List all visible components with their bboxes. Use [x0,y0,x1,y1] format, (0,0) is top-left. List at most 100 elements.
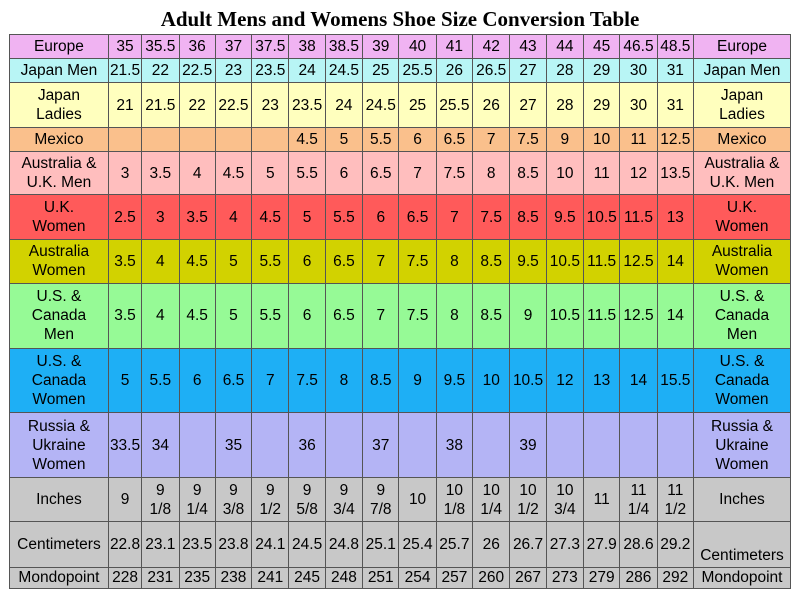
size-cell: 6.5 [362,150,400,196]
size-cell: 34 [141,412,180,478]
size-cell: 24.5 [324,58,364,84]
size-cell: 267 [509,566,547,590]
size-cell: 9.5 [435,347,474,414]
size-cell: 248 [324,566,364,590]
left-row-label: Centimeters [9,521,109,568]
size-cell: 7.5 [288,347,326,414]
size-cell: 6.5 [398,194,437,240]
size-cell: 22 [178,82,216,128]
size-cell: 10 [545,150,585,196]
size-cell: 11 1/4 [619,476,658,523]
size-cell: 6 [288,238,326,285]
table-row: Japan Men 21.5 22 22.5 23 23.5 24 24.5 25 25.5 26 2… [9,58,792,84]
size-cell: 44 [545,33,585,60]
size-cell: 23 [214,58,253,84]
size-cell: 36 [178,33,216,60]
size-cell: 13.5 [656,150,694,196]
size-cell: 8.5 [509,150,547,196]
size-cell: 25 [362,58,400,84]
size-cell: 10.5 [545,283,585,349]
size-cell: 25.7 [435,521,474,568]
table-row: Centimeters 22.8 23.1 23.5 23.8 24.1 24.5 24.8 2… [9,521,792,568]
size-cell: 24.5 [362,82,400,128]
size-cell [583,412,621,478]
size-cell: 3 [107,150,143,196]
size-cell: 292 [656,566,694,590]
size-cell: 21 [107,82,143,128]
size-cell: 238 [214,566,253,590]
table-row: Inches 9 9 1/8 9 1/4 9 3/8 9 1/2 9 5/8 9 3/4 9 7… [9,476,792,523]
size-cell: 6.5 [324,283,364,349]
right-row-label: Australia & U.K. Men [692,150,792,196]
size-cell: 23.1 [141,521,180,568]
size-cell: 8.5 [362,347,400,414]
size-cell: 28 [545,82,585,128]
size-cell: 286 [619,566,658,590]
size-cell: 27 [509,58,547,84]
size-cell: 6.5 [214,347,253,414]
size-cell: 23 [251,82,290,128]
size-cell: 11.5 [619,194,658,240]
table-row: Australia & U.K. Men 3 3.5 4 4.5 5 5.5 6 6.5 7 7.5… [9,150,792,196]
size-cell: 21.5 [141,82,180,128]
size-cell: 22.5 [214,82,253,128]
size-cell: 26 [472,521,511,568]
size-cell: 9 [398,347,437,414]
size-cell: 39 [509,412,547,478]
size-cell: 2.5 [107,194,143,240]
right-row-label: U.S. & Canada Women [692,347,792,414]
size-cell: 7 [435,194,474,240]
size-cell: 5 [214,238,253,285]
size-cell: 25 [398,82,437,128]
size-cell: 27.9 [583,521,621,568]
table-row: Mondopoint 228 231 235 238 241 245 248 251 254 257… [9,566,792,590]
size-cell: 10 1/4 [472,476,511,523]
size-cell: 25.1 [362,521,400,568]
table-title: Adult Mens and Womens Shoe Size Conversi… [160,7,640,31]
size-cell: 4.5 [251,194,290,240]
table-row: Japan Ladies 21 21.5 22 22.5 23 23.5 24 24.5 25 25… [9,82,792,128]
size-cell: 6 [398,126,437,153]
size-cell: 245 [288,566,326,590]
size-cell: 12.5 [619,283,658,349]
size-cell: 7 [362,238,400,285]
size-cell: 5 [251,150,290,196]
size-cell: 12.5 [619,238,658,285]
size-cell: 29 [583,82,621,128]
size-cell: 22 [141,58,180,84]
size-cell: 22.8 [107,521,143,568]
size-cell: 7.5 [398,283,437,349]
size-cell: 26 [435,58,474,84]
size-cell: 6 [178,347,216,414]
size-cell: 14 [656,283,694,349]
size-cell: 40 [398,33,437,60]
size-cell: 5 [288,194,326,240]
size-cell: 37 [214,33,253,60]
size-cell: 6 [362,194,400,240]
size-cell: 24.1 [251,521,290,568]
size-cell: 251 [362,566,400,590]
table-row: Australia Women 3.5 4 4.5 5 5.5 6 6.5 7 7.5 8 8.5 9.… [9,238,792,285]
size-cell: 23.8 [214,521,253,568]
size-cell: 13 [656,194,694,240]
size-cell [251,126,290,153]
size-cell [656,412,694,478]
size-cell: 46.5 [619,33,658,60]
size-cell: 23.5 [251,58,290,84]
size-cell: 41 [435,33,474,60]
size-cell: 45 [583,33,621,60]
size-cell: 24.5 [288,521,326,568]
left-row-label: Inches [9,476,109,523]
size-cell: 9 7/8 [362,476,400,523]
size-cell: 37 [362,412,400,478]
size-cell: 11.5 [583,283,621,349]
size-cell: 25.5 [435,82,474,128]
left-row-label: Mondopoint [9,566,109,590]
size-cell: 9 [545,126,585,153]
size-cell: 15.5 [656,347,694,414]
size-cell: 4.5 [288,126,326,153]
size-cell [107,126,143,153]
size-cell: 12 [619,150,658,196]
size-cell: 26.5 [472,58,511,84]
size-cell: 10.5 [545,238,585,285]
